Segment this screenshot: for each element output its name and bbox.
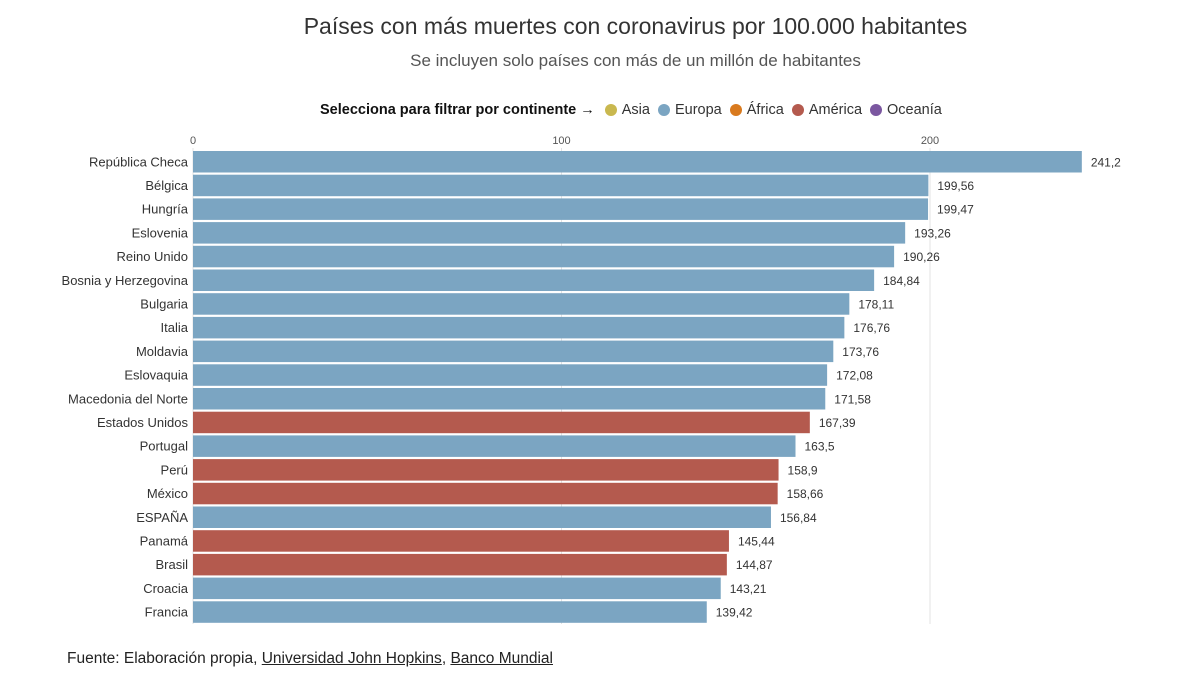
value-label: 158,9 [788, 463, 818, 477]
value-label: 144,87 [736, 558, 773, 572]
bar [193, 482, 778, 505]
value-label: 178,11 [858, 297, 894, 311]
category-label: Hungría [142, 202, 189, 217]
value-label: 184,84 [883, 274, 920, 288]
continent-filter-legend: Selecciona para filtrar por continente →… [320, 100, 950, 120]
value-label: 145,44 [738, 534, 775, 548]
source-separator: , [441, 650, 451, 667]
legend-label-europa: Europa [674, 102, 722, 118]
category-label: Brasil [155, 557, 188, 572]
asia-color-dot-icon [604, 104, 617, 116]
bar [193, 198, 929, 220]
value-label: 156,84 [780, 511, 817, 525]
source-prefix: Fuente: Elaboración propia, [67, 650, 262, 667]
x-tick-label: 0 [190, 135, 196, 147]
value-label: 199,56 [937, 179, 974, 193]
category-label: Perú [161, 462, 188, 477]
value-label: 171,58 [834, 392, 871, 406]
legend-label-oceania: Oceanía [887, 102, 942, 118]
legend-prompt: Selecciona para filtrar por continente → [320, 102, 595, 118]
europa-color-dot-icon [657, 104, 670, 116]
bar [193, 293, 850, 315]
category-label: Moldavia [136, 344, 189, 359]
category-label: Croacia [143, 581, 189, 596]
legend-item-asia[interactable]: Asia [604, 102, 650, 118]
category-label: Reino Unido [116, 249, 188, 264]
bar [193, 174, 929, 197]
category-label: Bélgica [145, 178, 188, 193]
value-label: 139,42 [716, 606, 753, 620]
value-label: 167,39 [819, 416, 856, 430]
category-label: Bulgaria [140, 296, 188, 311]
legend-item-europa[interactable]: Europa [657, 102, 722, 118]
value-label: 190,26 [903, 250, 940, 264]
x-tick-label: 200 [921, 135, 939, 147]
legend-item-africa[interactable]: África [729, 102, 784, 118]
source-link-john-hopkins[interactable]: Universidad John Hopkins [261, 650, 442, 667]
bar [193, 340, 834, 363]
legend-label-africa: África [746, 102, 784, 118]
legend-label-asia: Asia [621, 102, 650, 118]
legend-item-oceania[interactable]: Oceanía [870, 102, 942, 118]
bar [193, 364, 828, 386]
bar [193, 459, 779, 481]
category-label: Italia [161, 320, 189, 335]
bar [193, 506, 771, 528]
bar [193, 269, 875, 291]
bar [193, 553, 727, 576]
bar [193, 435, 796, 457]
america-color-dot-icon [791, 104, 804, 116]
x-tick-label: 100 [552, 135, 570, 147]
value-label: 193,26 [914, 226, 951, 240]
value-label: 172,08 [836, 369, 873, 383]
category-label: México [147, 486, 188, 501]
bar [193, 388, 826, 410]
value-label: 143,21 [730, 582, 767, 596]
bar [193, 577, 721, 600]
oceania-color-dot-icon [870, 104, 883, 116]
category-label: Estados Unidos [97, 415, 189, 430]
chart-title: Países con más muertes con coronavirus p… [303, 13, 968, 39]
category-label: Francia [145, 605, 189, 620]
value-label: 158,66 [787, 487, 824, 501]
bar [193, 601, 707, 623]
legend-item-america[interactable]: América [791, 102, 863, 118]
bar [193, 530, 729, 552]
category-label: Eslovaquia [124, 368, 188, 383]
legend-label-america: América [808, 102, 863, 118]
value-label: 173,76 [842, 345, 879, 359]
category-label: Macedonia del Norte [68, 391, 188, 406]
category-label: República Checa [89, 154, 189, 169]
category-label: ESPAÑA [136, 510, 188, 525]
value-label: 176,76 [853, 321, 890, 335]
source-note: Fuente: Elaboración propia, Universidad … [67, 650, 553, 668]
value-label: 199,47 [937, 203, 974, 217]
bar [193, 151, 1082, 173]
bar [193, 245, 895, 268]
category-label: Portugal [140, 439, 189, 454]
bar [193, 411, 810, 434]
source-link-banco-mundial[interactable]: Banco Mundial [450, 650, 553, 667]
value-label: 241,2 [1091, 155, 1121, 169]
bar [193, 222, 906, 244]
chart-subtitle: Se incluyen solo países con más de un mi… [410, 51, 861, 70]
category-label: Bosnia y Herzegovina [62, 273, 189, 288]
bar [193, 316, 845, 339]
africa-color-dot-icon [729, 104, 742, 116]
category-label: Panamá [140, 533, 189, 548]
category-label: Eslovenia [132, 225, 189, 240]
value-label: 163,5 [804, 440, 834, 454]
